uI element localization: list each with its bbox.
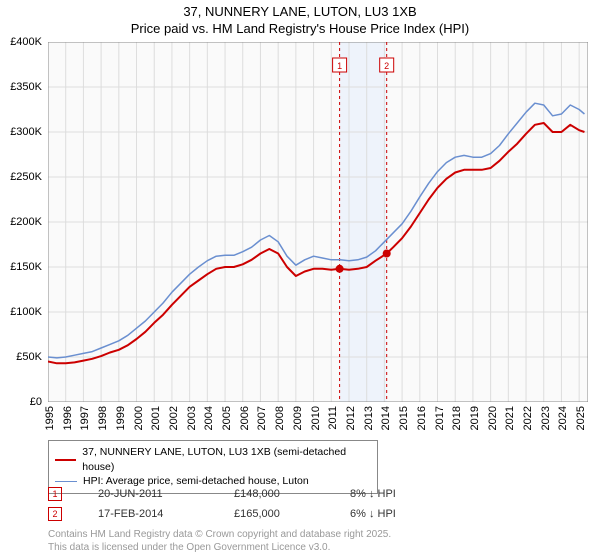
y-tick-label: £350K [10, 81, 42, 93]
y-tick-label: £0 [30, 396, 42, 408]
legend-item: 37, NUNNERY LANE, LUTON, LU3 1XB (semi-d… [55, 445, 371, 474]
y-tick-label: £50K [16, 351, 42, 363]
title-subtitle: Price paid vs. HM Land Registry's House … [0, 21, 600, 38]
sale-marker: 2 [48, 507, 62, 521]
x-tick-label: 2014 [380, 406, 392, 430]
x-tick-label: 2019 [469, 406, 481, 430]
chart-area: 12 £0£50K£100K£150K£200K£250K£300K£350K£… [48, 42, 588, 402]
chart-svg: 12 [48, 42, 588, 402]
sale-delta: 6% ↓ HPI [350, 508, 396, 520]
x-tick-label: 1997 [79, 406, 91, 430]
footer-line2: This data is licensed under the Open Gov… [48, 541, 391, 554]
x-tick-label: 2015 [398, 406, 410, 430]
x-tick-label: 2002 [168, 406, 180, 430]
x-tick-label: 2025 [575, 406, 587, 430]
x-tick-label: 1998 [97, 406, 109, 430]
legend-swatch [55, 459, 76, 461]
chart-container: 37, NUNNERY LANE, LUTON, LU3 1XB Price p… [0, 0, 600, 560]
x-tick-label: 1995 [44, 406, 56, 430]
x-tick-label: 2010 [310, 406, 322, 430]
y-tick-label: £150K [10, 261, 42, 273]
sale-delta: 8% ↓ HPI [350, 488, 396, 500]
x-tick-label: 2012 [345, 406, 357, 430]
x-tick-label: 2004 [203, 406, 215, 430]
x-tick-label: 2011 [327, 406, 339, 430]
y-tick-label: £300K [10, 126, 42, 138]
x-tick-label: 2007 [256, 406, 268, 430]
x-tick-label: 2003 [186, 406, 198, 430]
x-tick-label: 2023 [540, 406, 552, 430]
x-tick-label: 2017 [434, 406, 446, 430]
y-tick-label: £250K [10, 171, 42, 183]
x-tick-label: 2024 [557, 406, 569, 430]
sale-row: 2 17-FEB-2014 £165,000 6% ↓ HPI [48, 504, 396, 524]
sale-date: 20-JUN-2011 [98, 488, 198, 500]
title-block: 37, NUNNERY LANE, LUTON, LU3 1XB Price p… [0, 0, 600, 38]
x-tick-label: 1996 [62, 406, 74, 430]
x-tick-label: 2009 [292, 406, 304, 430]
x-tick-label: 2000 [133, 406, 145, 430]
sale-price: £148,000 [234, 488, 314, 500]
sale-price: £165,000 [234, 508, 314, 520]
svg-text:1: 1 [337, 61, 342, 71]
x-tick-label: 2008 [274, 406, 286, 430]
footer-line1: Contains HM Land Registry data © Crown c… [48, 528, 391, 541]
y-tick-label: £400K [10, 36, 42, 48]
svg-text:2: 2 [384, 61, 389, 71]
x-tick-label: 2022 [522, 406, 534, 430]
x-tick-label: 1999 [115, 406, 127, 430]
x-tick-label: 2018 [451, 406, 463, 430]
footer: Contains HM Land Registry data © Crown c… [48, 528, 391, 554]
legend-swatch [55, 481, 77, 482]
x-tick-label: 2021 [504, 406, 516, 430]
x-tick-label: 2006 [239, 406, 251, 430]
sale-date: 17-FEB-2014 [98, 508, 198, 520]
sale-row: 1 20-JUN-2011 £148,000 8% ↓ HPI [48, 484, 396, 504]
x-tick-label: 2001 [150, 406, 162, 430]
sales-table: 1 20-JUN-2011 £148,000 8% ↓ HPI 2 17-FEB-2014… [48, 484, 396, 524]
y-tick-label: £100K [10, 306, 42, 318]
x-tick-label: 2020 [487, 406, 499, 430]
sale-marker: 1 [48, 487, 62, 501]
legend-label: 37, NUNNERY LANE, LUTON, LU3 1XB (semi-d… [82, 445, 371, 474]
title-address: 37, NUNNERY LANE, LUTON, LU3 1XB [0, 4, 600, 21]
x-tick-label: 2005 [221, 406, 233, 430]
x-tick-label: 2016 [416, 406, 428, 430]
x-tick-label: 2013 [363, 406, 375, 430]
y-tick-label: £200K [10, 216, 42, 228]
